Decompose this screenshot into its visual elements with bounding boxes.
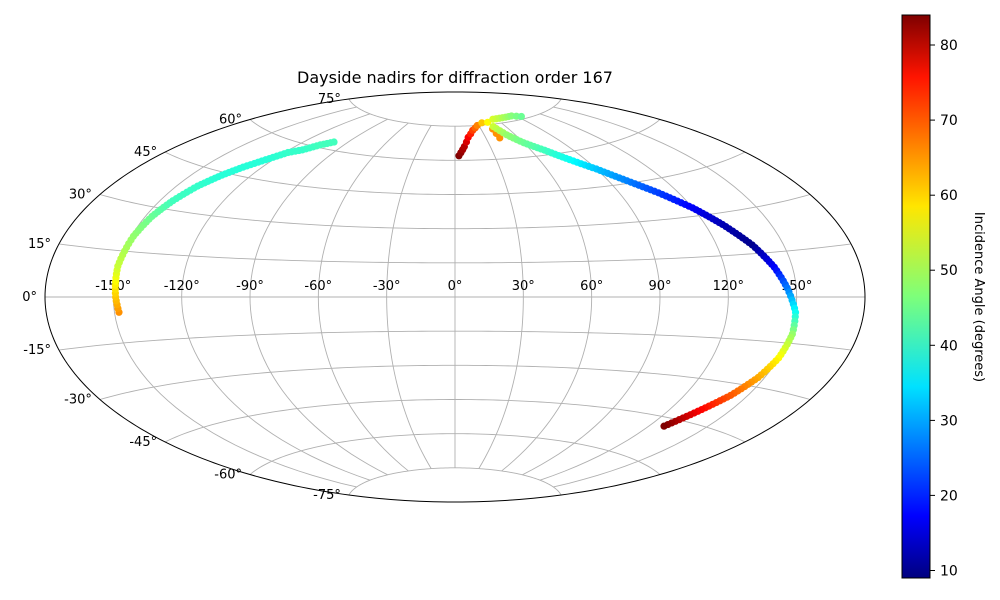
y-tick-label: -45° (129, 435, 157, 450)
x-tick-label: 90° (648, 279, 671, 294)
colorbar-tick-label: 70 (940, 113, 958, 129)
x-tick-label: -60° (304, 279, 332, 294)
parallel-line (58, 243, 852, 264)
y-tick-label: -15° (23, 343, 51, 358)
colorbar-tick-label: 50 (940, 263, 958, 279)
data-point (478, 119, 486, 127)
y-tick-label: -60° (214, 468, 242, 483)
x-tick-label: -30° (373, 279, 401, 294)
chart-title: Dayside nadirs for diffraction order 167 (297, 68, 613, 87)
x-tick-label: 0° (448, 279, 463, 294)
y-tick-label: -75° (313, 488, 341, 503)
parallel-line (348, 467, 562, 496)
y-tick-label: 45° (134, 145, 157, 160)
parallel-line (348, 98, 562, 127)
y-tick-label: 30° (69, 188, 92, 203)
x-tick-label: -120° (164, 279, 200, 294)
data-point (517, 112, 525, 121)
map-outline (44, 91, 866, 503)
data-points (111, 112, 800, 430)
parallel-line (249, 119, 661, 161)
colorbar-tick-label: 60 (940, 188, 958, 204)
data-point (484, 118, 492, 126)
colorbar-tick-label: 10 (940, 564, 958, 580)
data-point (330, 138, 338, 146)
y-tick-label: 0° (22, 290, 37, 305)
y-tick-label: -30° (64, 393, 92, 408)
x-tick-label: 120° (713, 279, 744, 294)
colorbar-tick-label: 80 (940, 38, 958, 54)
colorbar-tick-label: 30 (940, 413, 958, 429)
colorbar-label: Incidence Angle (degrees) (971, 212, 986, 382)
colorbar-ticks: 10 20 30 40 50 60 70 80 (930, 38, 958, 580)
x-tick-label: 60° (580, 279, 603, 294)
parallel-line (164, 399, 746, 443)
colorbar-tick-label: 20 (940, 488, 958, 504)
y-tick-label: 75° (318, 92, 341, 107)
colorbar-tick-label: 40 (940, 338, 958, 354)
colorbar: 10 20 30 40 50 60 70 80 Incidence Angle (degree… (901, 14, 986, 580)
parallel-line (58, 330, 852, 351)
x-tick-label: -90° (236, 279, 264, 294)
parallel-line (99, 194, 811, 230)
data-point (660, 422, 668, 430)
map-grid (44, 91, 866, 503)
y-tick-label: 15° (28, 237, 51, 252)
parallel-line (249, 433, 661, 475)
y-tick-label: 60° (219, 113, 242, 128)
x-tick-label: 30° (512, 279, 535, 294)
colorbar-gradient (901, 14, 931, 579)
parallel-line (99, 364, 811, 400)
parallel-line (164, 151, 746, 195)
